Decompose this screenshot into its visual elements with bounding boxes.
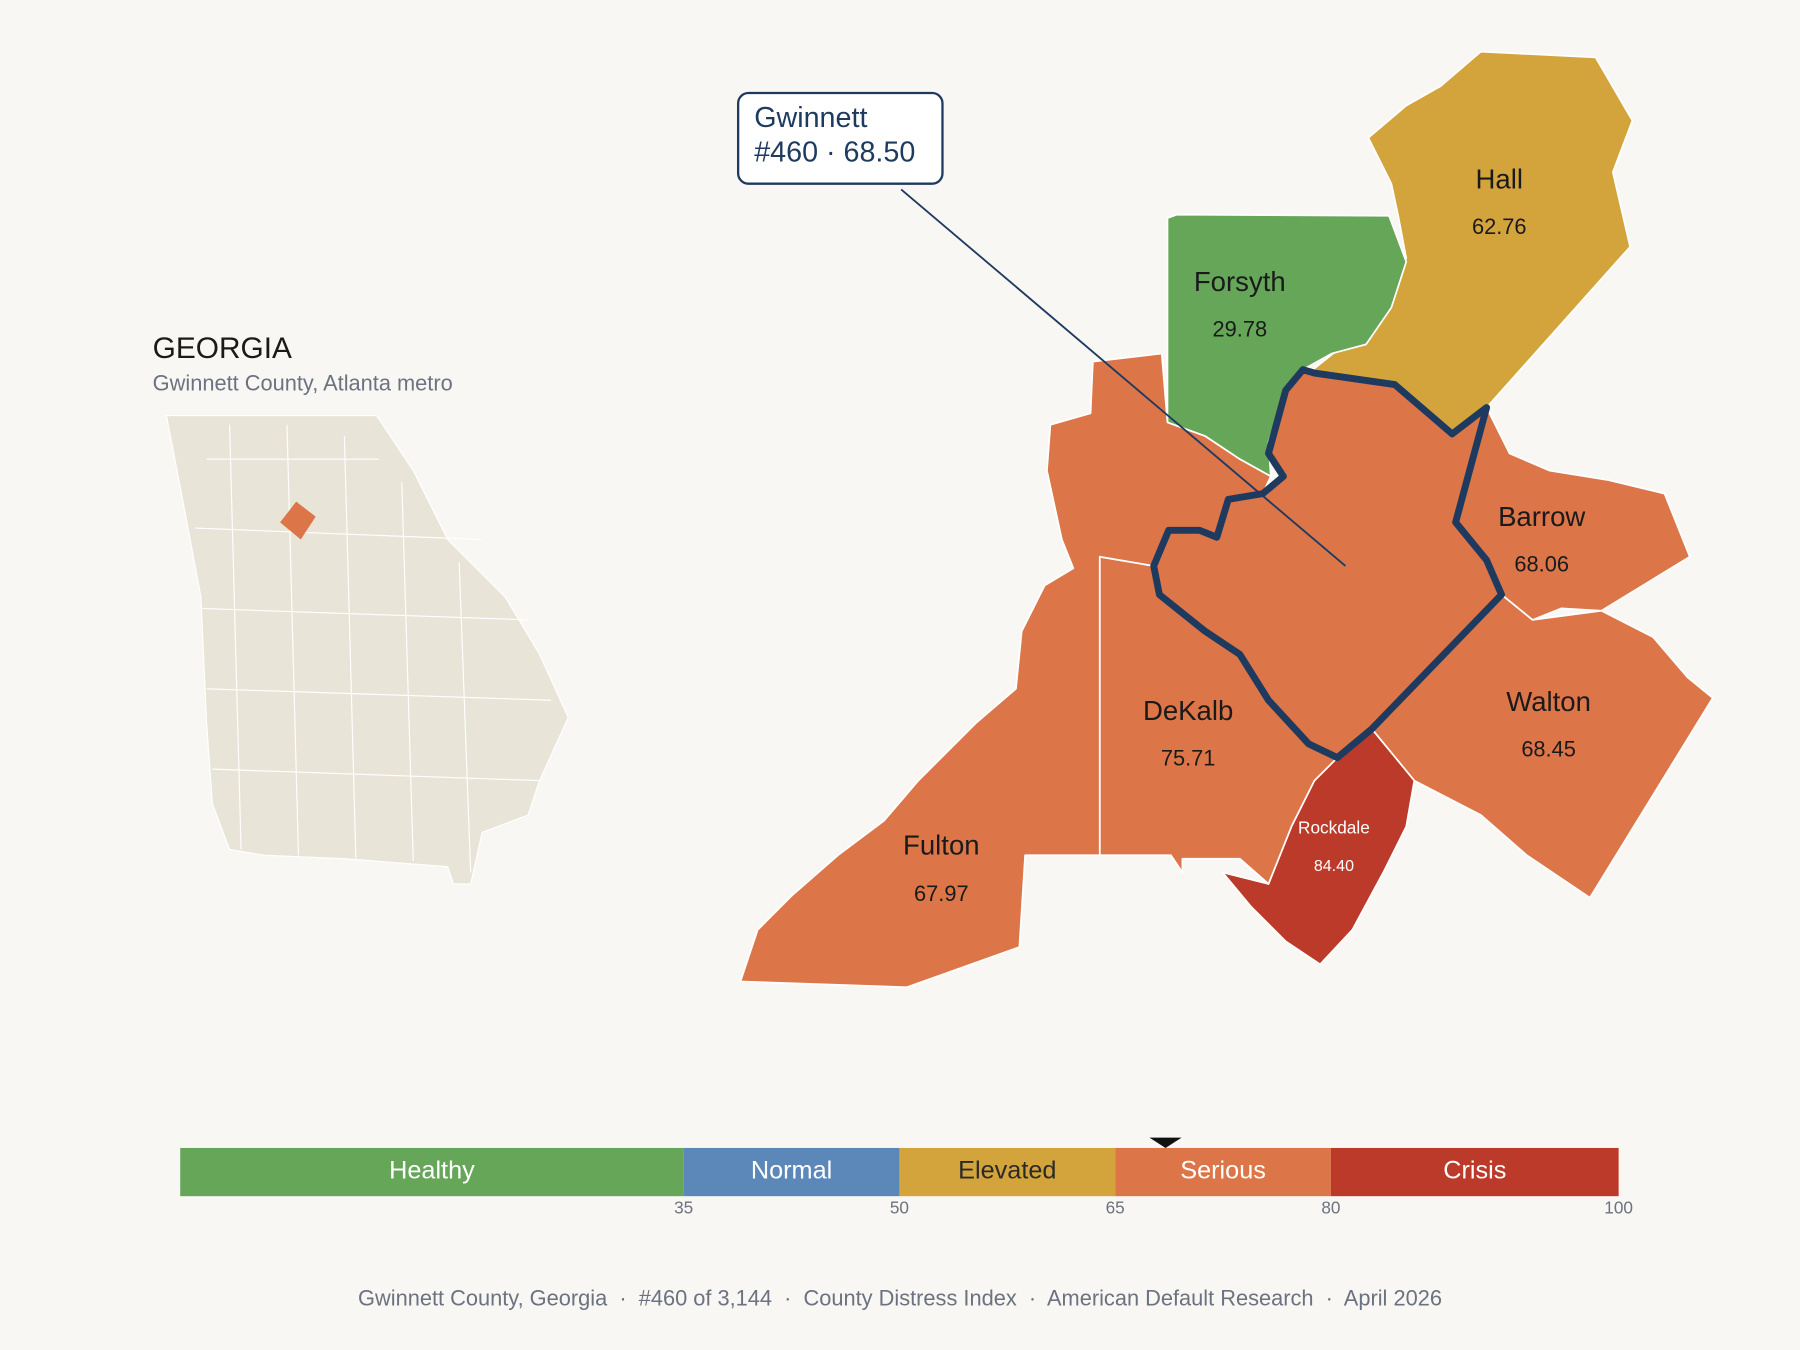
county-value: 75.71: [1161, 746, 1216, 771]
legend-band-label: Elevated: [958, 1157, 1056, 1185]
legend-tick-label: 80: [1321, 1197, 1340, 1217]
legend: Healthy Normal Elevated Serious Crisis 35 50 65…: [180, 1137, 1633, 1217]
county-value: 62.76: [1472, 214, 1527, 239]
highlighted-county: [1150, 366, 1505, 762]
county-value: 68.45: [1521, 737, 1576, 762]
county-value: 29.78: [1213, 316, 1268, 341]
legend-band-label: Healthy: [389, 1157, 475, 1185]
legend-tick-label: 65: [1106, 1197, 1125, 1217]
legend-band-label: Normal: [751, 1157, 832, 1185]
legend-tick-label: 50: [890, 1197, 909, 1217]
callout-title: Gwinnett: [754, 102, 867, 134]
state-subtitle: Gwinnett County, Atlanta metro: [153, 370, 453, 395]
inset-highlight: [280, 501, 316, 540]
state-title: GEORGIA: [153, 332, 292, 365]
legend-band: [1330, 1147, 1619, 1197]
county-lines: [195, 424, 552, 873]
county-value: 84.40: [1314, 857, 1354, 875]
county-name: Walton: [1506, 686, 1591, 717]
state-outline: [165, 414, 569, 885]
state-inset: [165, 414, 569, 885]
legend-band: [1115, 1147, 1331, 1197]
legend-tick-label: 35: [674, 1197, 693, 1217]
county-map: Hall 62.76 Forsyth 29.78 Barrow 68.06 Walton 68…: [739, 50, 1714, 989]
county-name: DeKalb: [1143, 695, 1233, 726]
legend-band: [180, 1147, 684, 1197]
legend-band: [899, 1147, 1116, 1197]
county-value: 68.06: [1514, 552, 1569, 577]
county-name: Hall: [1476, 164, 1523, 195]
county-name: Fulton: [903, 829, 980, 860]
score-marker: [1149, 1137, 1182, 1148]
county-name: Forsyth: [1194, 266, 1286, 297]
county-name: Rockdale: [1298, 817, 1370, 837]
county-value: 67.97: [914, 881, 969, 906]
legend-band-label: Crisis: [1443, 1157, 1506, 1185]
footer: Gwinnett County, Georgia · #460 of 3,144…: [358, 1285, 1442, 1310]
callout-box: [736, 91, 944, 185]
callout-detail: #460 · 68.50: [754, 136, 915, 168]
county-name: Barrow: [1498, 501, 1585, 532]
callout-leader: [900, 188, 1347, 567]
legend-band: [683, 1147, 900, 1197]
county: [739, 352, 1272, 989]
legend-band-label: Serious: [1180, 1157, 1266, 1185]
legend-tick-label: 100: [1604, 1197, 1633, 1217]
